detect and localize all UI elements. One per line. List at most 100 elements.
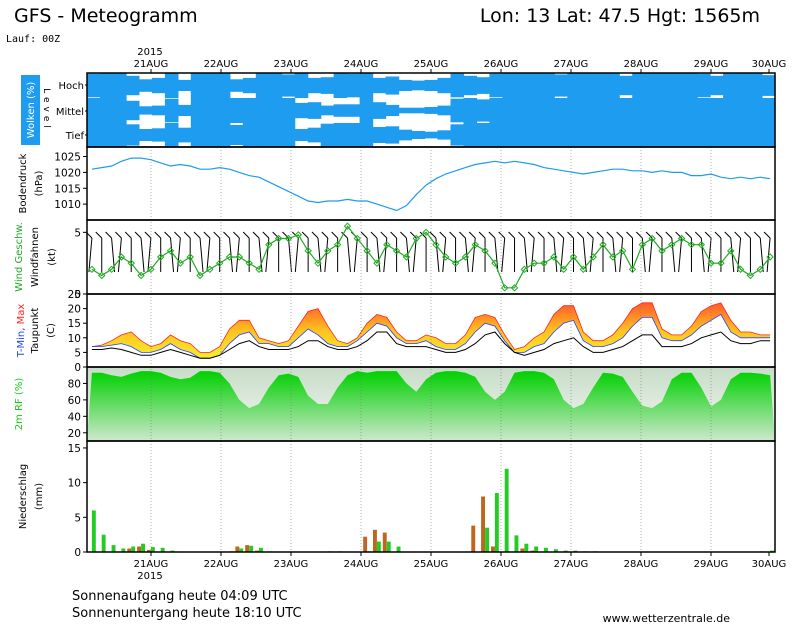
- cloud-cell: [242, 98, 257, 123]
- precip-bar-green: [504, 468, 509, 553]
- wind-speed-point: [255, 265, 263, 274]
- cloud-cell: [294, 102, 309, 119]
- wind-speed-point: [196, 271, 204, 280]
- date-label: 30AUG: [752, 59, 787, 70]
- website-link[interactable]: www.wetterzentrale.de: [603, 612, 731, 625]
- tick-label: 80: [68, 378, 81, 390]
- cloud-cell: [723, 123, 737, 147]
- cloud-cell: [671, 98, 685, 123]
- wind-speed-point: [717, 259, 725, 267]
- cloud-cell: [151, 105, 166, 116]
- precip-bar-green: [150, 547, 155, 552]
- cloud-cell: [684, 98, 698, 123]
- tick-label: 10: [68, 478, 81, 490]
- wind-speed-point: [687, 240, 696, 249]
- cloud-cell: [749, 98, 763, 123]
- precipitation-unit-axis-label: (mm): [34, 483, 45, 510]
- cloud-cell: [658, 98, 672, 123]
- wind-speed-point: [166, 247, 175, 255]
- cloud-cell: [645, 98, 659, 123]
- precipitation-panel-frame: [86, 440, 776, 553]
- tick-label: 1010: [54, 199, 81, 211]
- cloud-cell: [632, 123, 646, 147]
- cloud-cell: [658, 123, 672, 147]
- wind-speed-point: [442, 253, 450, 261]
- precip-bar-brown: [481, 496, 485, 552]
- wind-speed-point: [746, 271, 755, 280]
- precipitation-y-ticks: 0 5 10 15: [68, 443, 87, 559]
- wind-speed-point: [569, 253, 578, 261]
- precip-bar-green: [141, 543, 145, 552]
- wind-speed-point: [510, 284, 519, 292]
- wind-barbs: [85, 231, 771, 273]
- wind-speed-point: [422, 228, 430, 237]
- cloud-cell: [385, 76, 400, 95]
- precip-bar-green: [485, 527, 489, 552]
- cloud-cell: [749, 73, 763, 98]
- precip-bar-brown: [471, 525, 476, 552]
- cloud-cell: [398, 107, 413, 114]
- wind-barb: [619, 237, 624, 273]
- cloud-cell: [294, 73, 309, 98]
- wind-barb: [707, 237, 712, 273]
- cloud-cell: [164, 98, 179, 123]
- wind-speed-point: [756, 265, 764, 274]
- cloud-cell: [151, 128, 166, 142]
- wind-speed-point: [176, 259, 185, 267]
- wind-speed-point: [432, 240, 440, 249]
- wind-speed-point: [658, 247, 666, 255]
- cloud-level-labels: Hoch Mittel Tief: [56, 81, 87, 142]
- cloud-cell: [177, 79, 192, 91]
- wind-barb: [199, 237, 204, 273]
- cloud-cell: [138, 106, 153, 115]
- cloud-cell: [684, 123, 698, 147]
- wind-barb: [353, 237, 358, 273]
- wind-speed-point: [98, 271, 106, 280]
- cloud-cell: [359, 98, 374, 123]
- cloud-cell: [398, 129, 413, 141]
- pressure-y-ticks: 1010 1015 1020 1025: [54, 152, 87, 211]
- cloud-level-label: Hoch: [59, 81, 84, 92]
- wind-speed-point: [707, 259, 715, 267]
- cloud-cell: [697, 73, 711, 98]
- precip-bar-green: [386, 541, 391, 552]
- cloud-cell: [528, 98, 542, 123]
- cloud-cell: [125, 100, 140, 121]
- wind-speed-point: [589, 253, 597, 261]
- wind-speed-point: [88, 265, 96, 274]
- cloud-cell: [710, 75, 724, 96]
- tick-label: 40: [68, 411, 81, 423]
- cloud-cell: [216, 73, 231, 98]
- wind-barb: [88, 237, 93, 273]
- cloud-axis-label: Wolken (%): [26, 82, 37, 139]
- precip-bar-brown: [235, 546, 240, 552]
- wind-speed-point: [147, 265, 155, 274]
- cloud-cell: [489, 98, 503, 123]
- cloud-cell: [463, 123, 478, 147]
- wind-speed-point: [314, 259, 322, 267]
- cloud-cell: [463, 75, 478, 96]
- wind-barb: [435, 237, 440, 273]
- cloud-cell: [437, 105, 452, 116]
- cloud-cell: [164, 73, 179, 98]
- cloud-cell: [671, 123, 685, 147]
- precip-bar-brown: [373, 529, 377, 552]
- wind-speed-point: [697, 240, 705, 249]
- wind-speed-point: [265, 240, 273, 249]
- wind-barb: [671, 237, 676, 273]
- date-label: 23AUG: [274, 59, 309, 70]
- cloud-cell: [697, 123, 711, 147]
- cloud-cell: [762, 123, 776, 147]
- cloud-cell: [177, 127, 192, 143]
- tick-label: 15: [68, 318, 81, 330]
- cloud-cell: [255, 73, 270, 98]
- precip-bar-green: [534, 546, 539, 552]
- dewpoint-axis-label: Taupunkt: [30, 308, 41, 355]
- precip-bar-green: [91, 510, 96, 552]
- precip-bar-green: [121, 548, 126, 552]
- precip-bar-brown: [147, 549, 151, 552]
- cloud-cell: [632, 98, 646, 123]
- wind-speed-point: [363, 247, 371, 255]
- temperature-unit-axis-label: (C): [46, 323, 57, 338]
